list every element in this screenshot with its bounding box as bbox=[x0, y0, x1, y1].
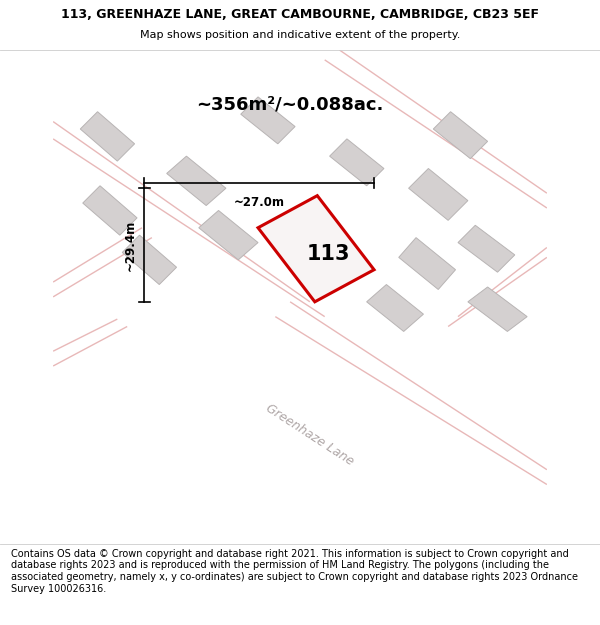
Text: 113: 113 bbox=[307, 244, 350, 264]
Polygon shape bbox=[409, 169, 468, 221]
Polygon shape bbox=[458, 225, 515, 272]
Text: ~29.4m: ~29.4m bbox=[124, 219, 137, 271]
Polygon shape bbox=[167, 156, 226, 206]
Polygon shape bbox=[468, 287, 527, 331]
Polygon shape bbox=[367, 284, 424, 331]
Text: Contains OS data © Crown copyright and database right 2021. This information is : Contains OS data © Crown copyright and d… bbox=[11, 549, 578, 594]
Polygon shape bbox=[122, 235, 176, 284]
Polygon shape bbox=[258, 196, 374, 302]
Text: Map shows position and indicative extent of the property.: Map shows position and indicative extent… bbox=[140, 30, 460, 40]
Polygon shape bbox=[241, 97, 295, 144]
Polygon shape bbox=[83, 186, 137, 235]
Polygon shape bbox=[199, 211, 258, 260]
Text: ~27.0m: ~27.0m bbox=[234, 196, 285, 209]
Text: 113, GREENHAZE LANE, GREAT CAMBOURNE, CAMBRIDGE, CB23 5EF: 113, GREENHAZE LANE, GREAT CAMBOURNE, CA… bbox=[61, 8, 539, 21]
Polygon shape bbox=[433, 112, 488, 159]
Text: ~356m²/~0.088ac.: ~356m²/~0.088ac. bbox=[196, 95, 384, 113]
Polygon shape bbox=[329, 139, 384, 186]
Polygon shape bbox=[80, 112, 134, 161]
Polygon shape bbox=[399, 238, 455, 289]
Text: Greenhaze Lane: Greenhaze Lane bbox=[263, 402, 356, 468]
